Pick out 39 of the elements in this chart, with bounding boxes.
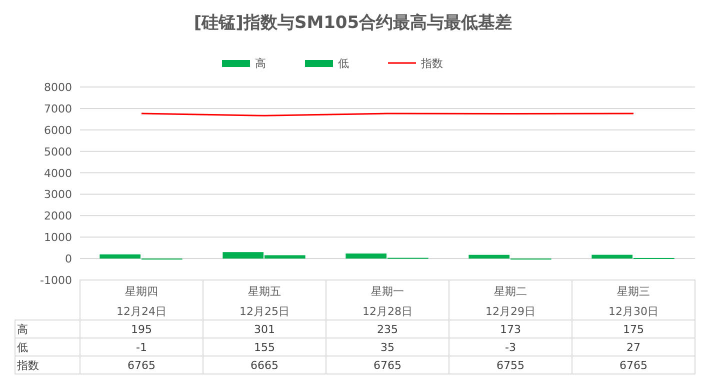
y-tick-label: 4000 [44,166,72,180]
y-tick-label: 3000 [44,188,72,202]
data-label: -1 [136,341,147,354]
x-tick-label: 星期三 12月30日 [608,285,658,318]
y-tick-label: 7000 [44,102,72,116]
text: 指数 [17,359,39,372]
data-label: 301 [254,323,275,336]
y-tick-label: 8000 [44,81,72,94]
y-tick-label: 6000 [44,124,72,137]
data-label: 6765 [620,359,648,372]
data-label: 235 [377,323,398,336]
data-label: 175 [623,323,644,336]
y-tick-label: 0 [65,252,72,266]
y-tick-label: -1000 [40,274,72,287]
x-tick-label: 星期五 12月25日 [240,285,290,318]
x-tick-label: 星期四 12月24日 [116,285,166,318]
text: 低 [17,341,28,354]
data-label: 6765 [374,359,402,372]
legend-label: 高 [255,57,266,70]
x-tick-label: 星期一 12月28日 [362,285,412,318]
data-label: 6765 [128,359,156,372]
data-label: 173 [500,323,521,336]
data-label: 195 [131,323,152,336]
x-tick-label: 星期二 12月29日 [486,285,536,318]
data-label: 6665 [250,359,278,372]
legend-label: 指数 [420,57,443,70]
text: 高 [17,323,28,336]
data-label: 6755 [496,359,524,372]
y-tick-label: 2000 [44,210,72,223]
data-label: 155 [254,341,275,354]
legend-label: 低 [338,57,349,70]
chart-title: [硅锰]指数与SM105合约最高与最低基差 [194,13,512,33]
data-label: 27 [626,341,640,354]
y-tick-label: 5000 [44,145,72,158]
data-label: -3 [505,341,516,354]
data-label: 35 [380,341,394,354]
y-tick-label: 1000 [44,231,72,244]
bar [468,254,510,259]
bar [100,254,140,259]
